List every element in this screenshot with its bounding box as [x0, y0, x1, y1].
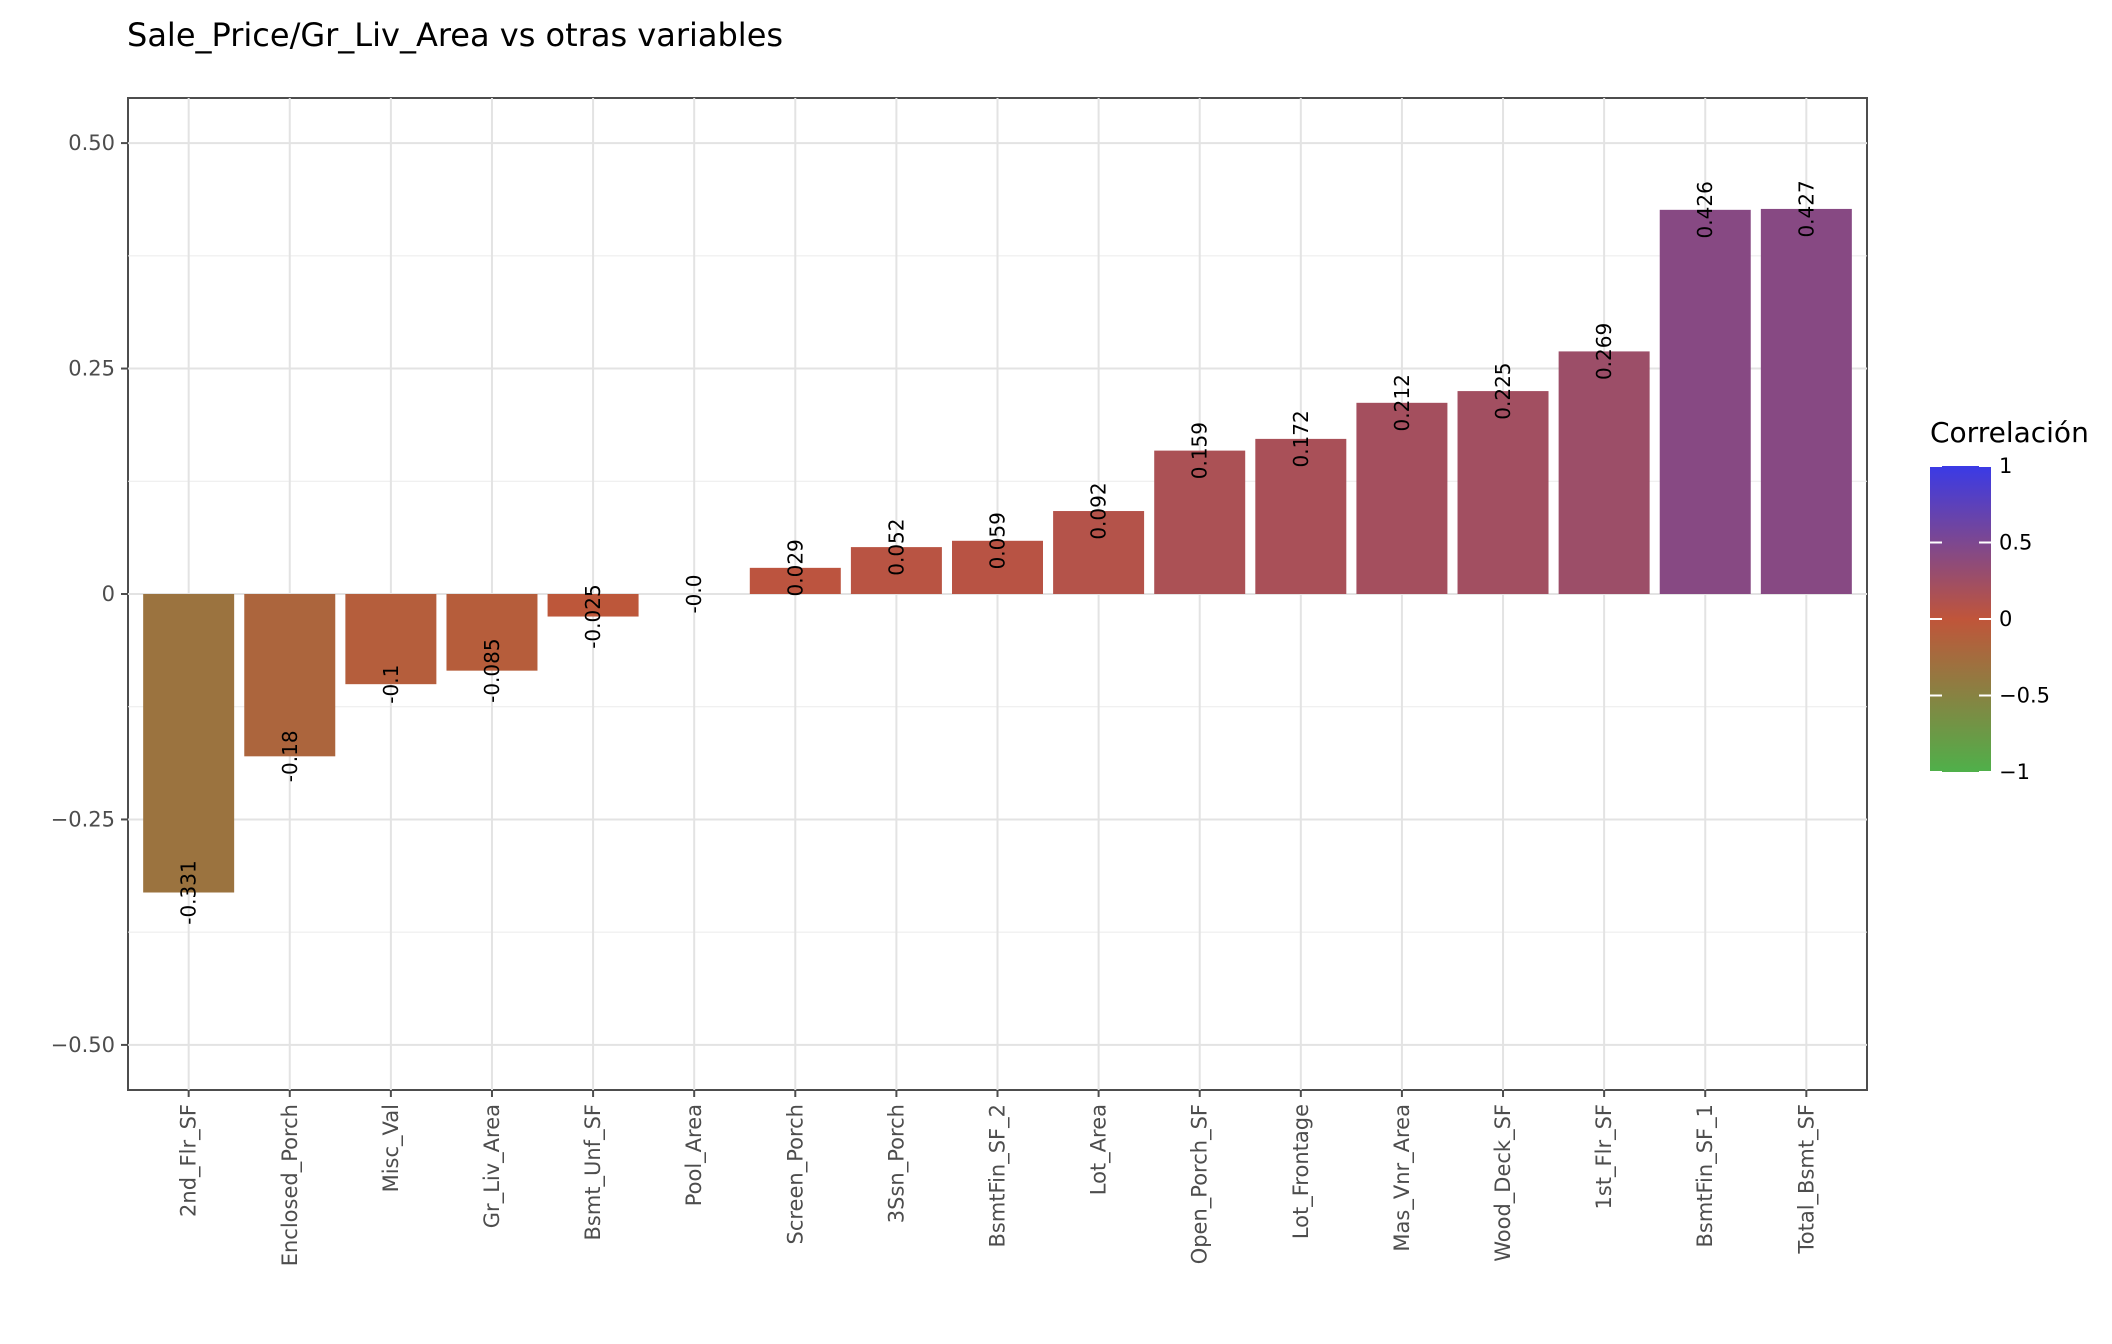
- data-label: 0.092: [1087, 482, 1111, 539]
- x-tick-label: BsmtFin_SF_2: [986, 1104, 1011, 1248]
- x-tick-label: Gr_Liv_Area: [480, 1104, 505, 1228]
- bar-2nd_Flr_SF: [143, 594, 235, 893]
- bar-Total_Bsmt_SF: [1760, 208, 1852, 594]
- data-labels-group: -0.331 -0.18 -0.1 -0.085 -0.025 -0.0 0.029 0.05…: [177, 180, 1819, 924]
- bar-Screen_Porch: [749, 567, 841, 594]
- x-tick-label: Total_Bsmt_SF: [1794, 1104, 1819, 1255]
- y-tick-label: 0.50: [68, 131, 115, 155]
- x-tick-label: 1st_Flr_SF: [1592, 1104, 1617, 1210]
- x-tick-label: Pool_Area: [682, 1104, 707, 1206]
- data-label: 0.212: [1390, 374, 1414, 431]
- bar-Wood_Deck_SF: [1457, 391, 1549, 594]
- color-legend: Correlación 1 0.5 0 −0.5 −1: [1930, 416, 2089, 784]
- x-tick-label: Mas_Vnr_Area: [1390, 1104, 1415, 1252]
- bar-Lot_Frontage: [1255, 438, 1347, 594]
- data-label: 0.059: [986, 512, 1010, 569]
- data-label: 0.225: [1491, 362, 1515, 419]
- bar-Mas_Vnr_Area: [1356, 402, 1448, 594]
- data-label: 0.427: [1794, 180, 1818, 237]
- y-tick-label: −0.25: [51, 807, 115, 831]
- legend-ticks: 1 0.5 0 −0.5 −1: [1930, 454, 2050, 784]
- y-tick-label: 0.25: [68, 357, 115, 381]
- x-tick-label: Open_Porch_SF: [1188, 1104, 1213, 1264]
- bar-Bsmt_Unf_SF: [547, 594, 639, 617]
- x-tick-label: Misc_Val: [379, 1104, 404, 1192]
- data-label: -0.18: [278, 730, 302, 782]
- bar-3Ssn_Porch: [850, 547, 942, 594]
- x-tick-label: BsmtFin_SF_1: [1693, 1104, 1718, 1248]
- y-axis-ticks: 0.50 0.25 0 −0.25 −0.50: [51, 131, 128, 1057]
- x-tick-label: Bsmt_Unf_SF: [581, 1104, 606, 1241]
- data-label: -0.1: [379, 665, 403, 704]
- y-tick-label: 0: [102, 582, 115, 606]
- bar-Misc_Val: [345, 594, 437, 685]
- bar-Lot_Area: [1053, 511, 1145, 594]
- x-tick-label: Lot_Frontage: [1289, 1104, 1314, 1239]
- x-tick-label: 3Ssn_Porch: [884, 1104, 909, 1223]
- bar-1st_Flr_SF: [1558, 351, 1650, 594]
- bar-BsmtFin_SF_1: [1659, 209, 1751, 595]
- chart-title: Sale_Price/Gr_Liv_Area vs otras variable…: [127, 16, 783, 54]
- legend-tick-label: −1: [1999, 760, 2030, 784]
- data-label: -0.085: [480, 638, 504, 702]
- legend-tick-label: 0.5: [1999, 531, 2032, 555]
- x-tick-label: Screen_Porch: [783, 1104, 808, 1245]
- x-tick-label: Lot_Area: [1087, 1104, 1112, 1195]
- data-label: -0.025: [581, 584, 605, 648]
- bar-Enclosed_Porch: [244, 594, 336, 757]
- legend-tick-label: 1: [1999, 454, 2012, 478]
- data-label: -0.331: [177, 860, 201, 924]
- y-tick-label: −0.50: [51, 1033, 115, 1057]
- bar-BsmtFin_SF_2: [952, 540, 1043, 594]
- data-label: 0.269: [1592, 323, 1616, 380]
- legend-tick-label: 0: [1999, 607, 2012, 631]
- legend-tick-label: −0.5: [1999, 684, 2050, 708]
- data-label: 0.029: [783, 539, 807, 596]
- data-label: 0.426: [1693, 181, 1717, 238]
- data-label: -0.0: [682, 574, 706, 613]
- x-tick-label: Wood_Deck_SF: [1491, 1104, 1516, 1262]
- data-label: 0.159: [1188, 422, 1212, 479]
- x-tick-label: Enclosed_Porch: [278, 1104, 303, 1266]
- bar-Open_Porch_SF: [1154, 450, 1246, 594]
- data-label: 0.172: [1289, 410, 1313, 467]
- bar-Gr_Liv_Area: [446, 594, 538, 671]
- x-tick-label: 2nd_Flr_SF: [177, 1104, 202, 1217]
- data-label: 0.052: [884, 518, 908, 575]
- x-axis-ticks: 2nd_Flr_SF Enclosed_Porch Misc_Val Gr_Liv_A…: [177, 1090, 1819, 1266]
- bars-group: [143, 208, 1852, 893]
- legend-title: Correlación: [1930, 416, 2089, 449]
